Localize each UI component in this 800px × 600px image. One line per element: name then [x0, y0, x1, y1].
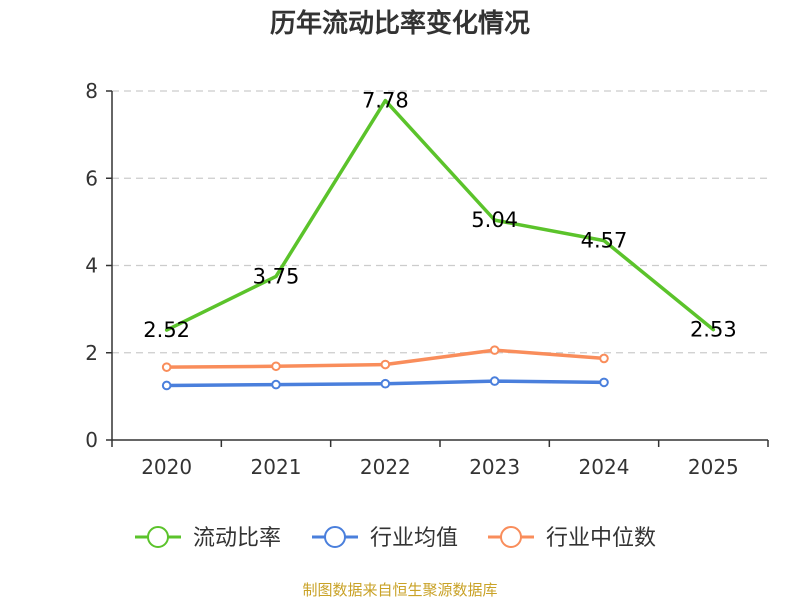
- legend-label-0: 流动比率: [193, 526, 281, 551]
- y-tick-label-0: 0: [85, 428, 98, 452]
- legend-item-2: 行业中位数: [488, 526, 656, 551]
- data-label-2022: 7.78: [362, 89, 409, 113]
- legend-item-0: 流动比率: [135, 526, 281, 551]
- legend-item-1: 行业均值: [312, 526, 458, 551]
- x-tick-label-2021: 2021: [251, 455, 302, 479]
- source-note: 制图数据来自恒生聚源数据库: [302, 581, 497, 599]
- chart-title: 历年流动比率变化情况: [270, 8, 530, 39]
- series-layer: [163, 101, 713, 390]
- data-label-2025: 2.53: [690, 318, 737, 342]
- series-1-point-2023: [491, 377, 499, 385]
- legend-label-2: 行业中位数: [546, 526, 656, 551]
- series-1-point-2024: [600, 379, 608, 387]
- y-tick-label-2: 2: [85, 341, 98, 365]
- x-tick-label-2023: 2023: [469, 455, 520, 479]
- x-tick-label-2022: 2022: [360, 455, 411, 479]
- grid-lines: [112, 91, 768, 353]
- series-2-point-2024: [600, 355, 608, 363]
- x-tick-label-2020: 2020: [141, 455, 192, 479]
- series-2-point-2022: [382, 361, 390, 369]
- y-tick-label-8: 8: [85, 79, 98, 103]
- series-1-point-2020: [163, 382, 171, 390]
- axes: 0 2 4 6 8 2020 2021 2022 2023 2024 2025: [85, 79, 768, 479]
- series-line-0: [167, 101, 714, 330]
- series-2-point-2021: [272, 362, 280, 370]
- legend-swatch-marker-2: [501, 527, 521, 547]
- y-tick-label-4: 4: [85, 254, 98, 278]
- chart: 历年流动比率变化情况 0 2 4 6 8 2020 2021 2022 2023 2024 2025…: [0, 0, 800, 600]
- legend: 流动比率 行业均值 行业中位数: [135, 526, 656, 551]
- series-1-point-2021: [272, 381, 280, 389]
- data-label-2021: 3.75: [253, 264, 300, 288]
- legend-swatch-marker-0: [148, 527, 168, 547]
- data-label-2020: 2.52: [143, 318, 190, 342]
- data-label-2024: 4.57: [581, 229, 628, 253]
- legend-swatch-marker-1: [325, 527, 345, 547]
- series-1-point-2022: [382, 380, 390, 388]
- x-tick-label-2024: 2024: [579, 455, 630, 479]
- x-tick-label-2025: 2025: [688, 455, 739, 479]
- series-2-point-2020: [163, 363, 171, 371]
- y-tick-label-6: 6: [85, 166, 98, 190]
- data-labels: 2.52 3.75 7.78 5.04 4.57 2.53: [143, 89, 736, 342]
- legend-label-1: 行业均值: [370, 526, 458, 551]
- series-2-point-2023: [491, 346, 499, 354]
- data-label-2023: 5.04: [471, 208, 518, 232]
